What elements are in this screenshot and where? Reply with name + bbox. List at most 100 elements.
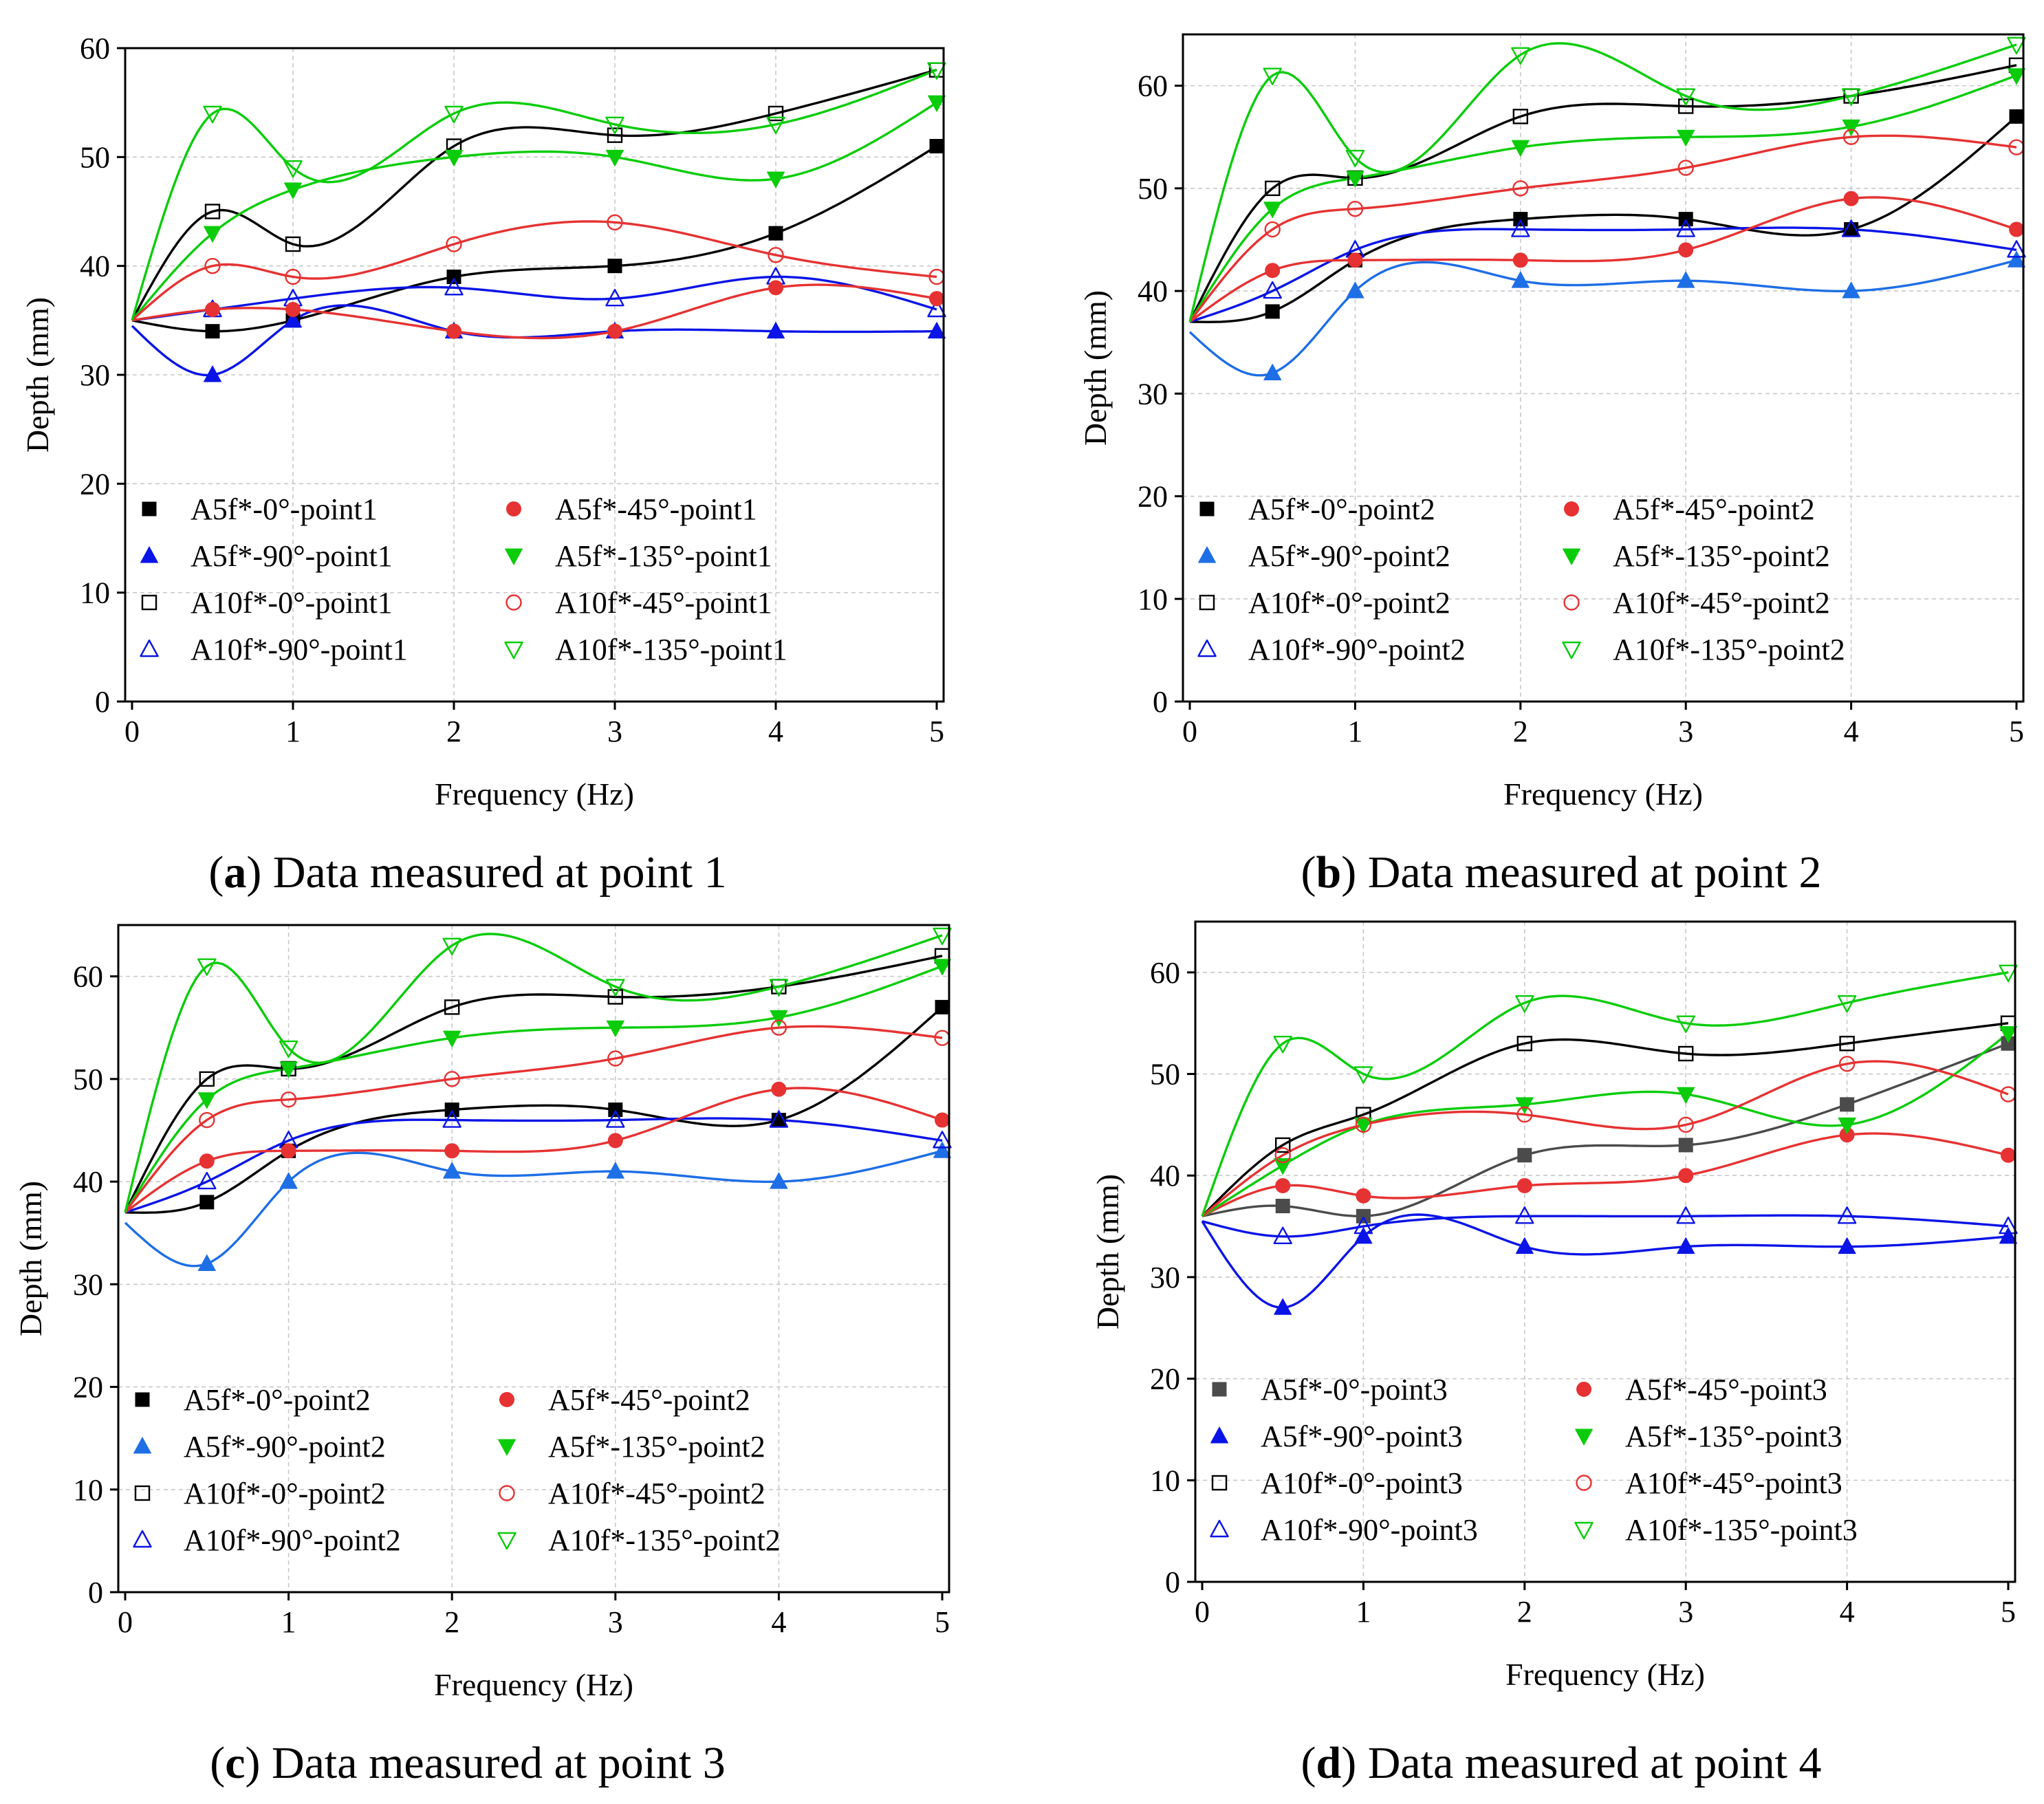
y-tick-label: 10 xyxy=(80,576,110,610)
fit-curves xyxy=(124,933,944,1268)
legend-label: A10f*-90°-point2 xyxy=(1248,633,1466,666)
data-point xyxy=(1274,1158,1292,1175)
data-point xyxy=(1842,129,1860,145)
data-point xyxy=(1999,1025,2017,1043)
data-point xyxy=(205,302,220,317)
data-point xyxy=(444,1071,460,1087)
y-tick-label: 10 xyxy=(1138,583,1168,616)
legend-label: A10f*-135°-point2 xyxy=(548,1523,781,1557)
data-point xyxy=(768,280,783,296)
y-tick-label: 60 xyxy=(1138,69,1168,103)
data-point xyxy=(935,999,950,1014)
data-point xyxy=(1515,1237,1534,1254)
data-point xyxy=(1355,1116,1372,1133)
legend-label: A5f*-135°-point2 xyxy=(1613,539,1830,573)
y-axis-title: Depth (mm) xyxy=(13,1181,48,1336)
data-point xyxy=(1511,140,1530,157)
x-tick-label: 4 xyxy=(771,1605,786,1639)
data-point xyxy=(929,139,944,153)
data-point xyxy=(1274,1137,1291,1153)
y-tick-label: 10 xyxy=(1150,1464,1180,1497)
data-point xyxy=(279,1061,298,1078)
data-point xyxy=(446,236,462,252)
x-tick-label: 1 xyxy=(1347,715,1362,748)
legend: A5f*-0°-point2 A5f*-90°-point2 A10f*-0°-po… xyxy=(133,1383,781,1557)
data-point xyxy=(1512,252,1528,268)
data-point xyxy=(199,1195,215,1210)
fit-curve-series-0 xyxy=(1189,116,2018,323)
legend-marker xyxy=(1574,1521,1594,1540)
data-point xyxy=(607,1050,624,1067)
fit-curve-series-5 xyxy=(1202,1032,2010,1217)
data-points xyxy=(203,62,946,382)
data-point xyxy=(446,270,461,284)
data-point xyxy=(444,1102,459,1118)
fit-curve-series-2 xyxy=(124,955,943,1213)
x-tick-label: 5 xyxy=(935,1605,950,1639)
data-point xyxy=(770,1019,787,1036)
data-point xyxy=(1999,1227,2017,1244)
x-tick-label: 0 xyxy=(1182,715,1197,748)
data-point xyxy=(1264,180,1281,197)
data-point xyxy=(607,323,622,339)
fit-curve-series-4 xyxy=(124,1087,943,1214)
data-point xyxy=(927,299,946,318)
data-point xyxy=(933,959,951,976)
data-point xyxy=(1263,363,1282,380)
x-tick-label: 4 xyxy=(768,715,783,748)
data-point xyxy=(1512,180,1529,197)
data-point xyxy=(933,927,952,946)
fit-curve-series-3 xyxy=(124,1117,943,1214)
data-point xyxy=(280,1091,297,1108)
panel-caption: (d) Data measured at point 4 xyxy=(1301,1738,1822,1788)
x-tick-label: 5 xyxy=(2001,1595,2016,1629)
fit-curve-series-4 xyxy=(1202,1132,2009,1217)
legend-marker xyxy=(1199,501,1215,517)
data-point xyxy=(1273,1226,1292,1245)
data-point xyxy=(1345,149,1365,168)
y-tick-label: 0 xyxy=(88,1576,103,1609)
legend-label: A10f*-45°-point3 xyxy=(1625,1466,1842,1500)
fit-curves xyxy=(1188,42,2018,377)
fit-curve-series-0 xyxy=(1202,1042,2009,1218)
fit-curve-series-4 xyxy=(131,283,937,340)
y-tick-label: 20 xyxy=(1150,1362,1180,1396)
legend-marker xyxy=(1198,546,1216,563)
data-point xyxy=(606,1162,624,1179)
data-point xyxy=(1511,219,1530,237)
fit-curve-series-6 xyxy=(124,1025,943,1213)
data-point xyxy=(607,259,622,274)
data-point xyxy=(279,1040,298,1058)
data-point xyxy=(606,1020,624,1037)
y-tick-label: 30 xyxy=(1138,377,1168,411)
data-point xyxy=(608,1102,623,1118)
data-point xyxy=(1837,1206,1857,1224)
data-point xyxy=(2007,240,2026,258)
fit-curves xyxy=(1201,971,2010,1309)
chart-panel-b: 0 10 20 30 40 50 60 0 1 2 3 4 5 Frequency (Hz) Depth (… xyxy=(1078,33,2026,812)
legend: A5f*-0°-point2 A5f*-90°-point2 A10f*-0°-po… xyxy=(1197,492,1845,666)
legend-marker xyxy=(1197,639,1217,658)
legend-label: A10f*-135°-point3 xyxy=(1625,1513,1858,1547)
data-point xyxy=(607,127,623,143)
data-point xyxy=(1678,1138,1693,1153)
data-point xyxy=(1676,1015,1695,1033)
x-tick-label: 3 xyxy=(608,1605,623,1639)
data-point xyxy=(1677,1116,1694,1133)
plot-frame xyxy=(117,924,950,1594)
legend-marker xyxy=(140,639,159,658)
y-tick-label: 50 xyxy=(73,1063,103,1096)
data-point xyxy=(1264,221,1281,238)
data-point xyxy=(1837,995,1857,1013)
data-point xyxy=(1512,109,1529,124)
data-point xyxy=(1273,1036,1292,1054)
legend-label: A5f*-0°-point3 xyxy=(1261,1373,1448,1406)
x-axis-title: Frequency (Hz) xyxy=(1503,776,1703,812)
data-point xyxy=(2001,1147,2016,1163)
data-point xyxy=(279,1172,298,1189)
legend-label: A5f*-0°-point1 xyxy=(191,492,378,526)
data-point xyxy=(607,1133,623,1149)
data-point xyxy=(768,226,783,241)
legend-label: A5f*-90°-point2 xyxy=(1248,539,1450,573)
chart-panel-d: 0 10 20 30 40 50 60 0 1 2 3 4 5 Frequency (Hz) Depth (… xyxy=(1090,920,2018,1692)
